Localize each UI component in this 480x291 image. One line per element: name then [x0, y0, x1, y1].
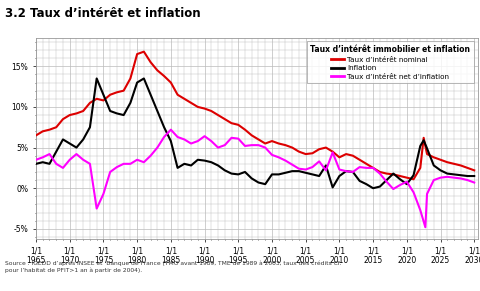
Text: Source : IGEDD d’après INSEE et  Banque de France (TMO avant 1989, TME de 1989 à: Source : IGEDD d’après INSEE et Banque d… — [5, 260, 341, 273]
Text: 3.2 Taux d’intérêt et inflation: 3.2 Taux d’intérêt et inflation — [5, 7, 201, 20]
Legend: Taux d’intérêt nominal, Inflation, Taux d’intérêt net d’inflation: Taux d’intérêt nominal, Inflation, Taux … — [307, 41, 474, 84]
